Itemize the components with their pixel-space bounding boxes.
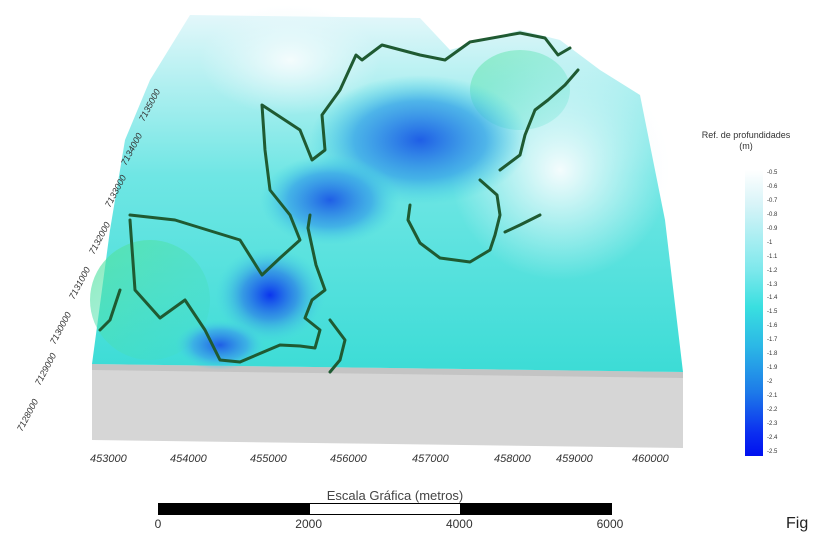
surface-green-area	[90, 240, 210, 360]
legend-tick-label: -1	[767, 239, 773, 246]
legend-tick-label: -1.8	[767, 351, 778, 358]
deep-channel	[215, 247, 325, 343]
legend-tick-label: -2.2	[767, 406, 778, 413]
legend-tick-label: -1.4	[767, 295, 778, 302]
legend-tick-label: -0.7	[767, 197, 778, 204]
x-axis-tick-label: 457000	[412, 453, 450, 465]
legend-tick-label: -1.3	[767, 281, 778, 288]
y-axis-tick-label: 7129000	[33, 351, 58, 387]
scale-bar-labels: 0 2000 4000 6000	[118, 517, 650, 531]
legend-tick-label: -2.4	[767, 434, 778, 441]
x-axis-tick-label: 454000	[170, 453, 208, 465]
contour-line	[406, 178, 502, 264]
contour-line	[128, 31, 572, 277]
legend-tick-label: -1.9	[767, 365, 778, 372]
legend-tick-label: -2.5	[767, 448, 778, 455]
scale-bar-title: Escala Gráfica (metros)	[326, 488, 464, 503]
x-axis-tick-label: 458000	[494, 453, 532, 465]
contour-line	[328, 318, 347, 374]
legend-tick-label: -2	[767, 379, 773, 386]
contour-line	[503, 213, 542, 234]
legend-tick-label: -0.9	[767, 225, 778, 232]
legend-tick-label: -1.5	[767, 309, 778, 316]
terrain-base-front	[92, 364, 683, 448]
scale-bar-segment	[460, 504, 612, 514]
scale-bar-label: 0	[154, 517, 162, 531]
legend-title: Ref. de profundidades (m)	[676, 130, 816, 152]
contour-line	[498, 68, 580, 172]
legend-tick-label: -1.1	[767, 253, 778, 260]
legend-tick-label: -1.2	[767, 267, 778, 274]
scale-bar-segment	[309, 504, 461, 514]
contour-line	[98, 288, 122, 332]
terrain-base-shadow	[92, 364, 683, 378]
legend-color-bar	[745, 170, 763, 456]
figure-label: Fig	[786, 515, 809, 532]
legend-tick-label: -1.6	[767, 323, 778, 330]
scale-bar-label: 2000	[295, 517, 322, 531]
surface-light-area	[200, 5, 380, 115]
y-axis-tick-label: 7128000	[15, 397, 40, 433]
deep-channel	[260, 155, 400, 245]
legend-unit: (m)	[739, 141, 753, 151]
deep-channel	[175, 320, 265, 370]
legend-tick-label: -2.3	[767, 420, 778, 427]
x-axis-tick-label: 456000	[330, 453, 368, 465]
scale-bar-segment	[159, 504, 310, 514]
x-axis-tick-label: 459000	[556, 453, 594, 465]
legend-tick-label: -0.8	[767, 211, 778, 218]
scale-bar-label: 6000	[596, 517, 624, 531]
x-axis-tick-label: 453000	[90, 453, 128, 465]
y-axis-tick-label: 7130000	[48, 310, 73, 346]
legend-tick-label: -0.6	[767, 183, 778, 190]
scale-bar-label: 4000	[445, 517, 473, 531]
legend-tick-label: -1.7	[767, 337, 778, 344]
scale-bar	[158, 503, 612, 515]
legend-tick-label: -2.1	[767, 393, 778, 399]
legend-tick-labels: -0.5 -0.6 -0.7 -0.8 -0.9 -1 -1.1 -1.2 -1.3 -1.4 -1…	[767, 170, 807, 456]
x-axis-tick-label: 455000	[250, 453, 288, 465]
legend-tick-label: -0.5	[767, 170, 778, 176]
x-axis-tick-label: 460000	[632, 453, 670, 465]
legend-title-text: Ref. de profundidades	[701, 130, 791, 140]
y-axis-tick-label: 7131000	[67, 265, 92, 301]
contour-line	[128, 213, 327, 364]
